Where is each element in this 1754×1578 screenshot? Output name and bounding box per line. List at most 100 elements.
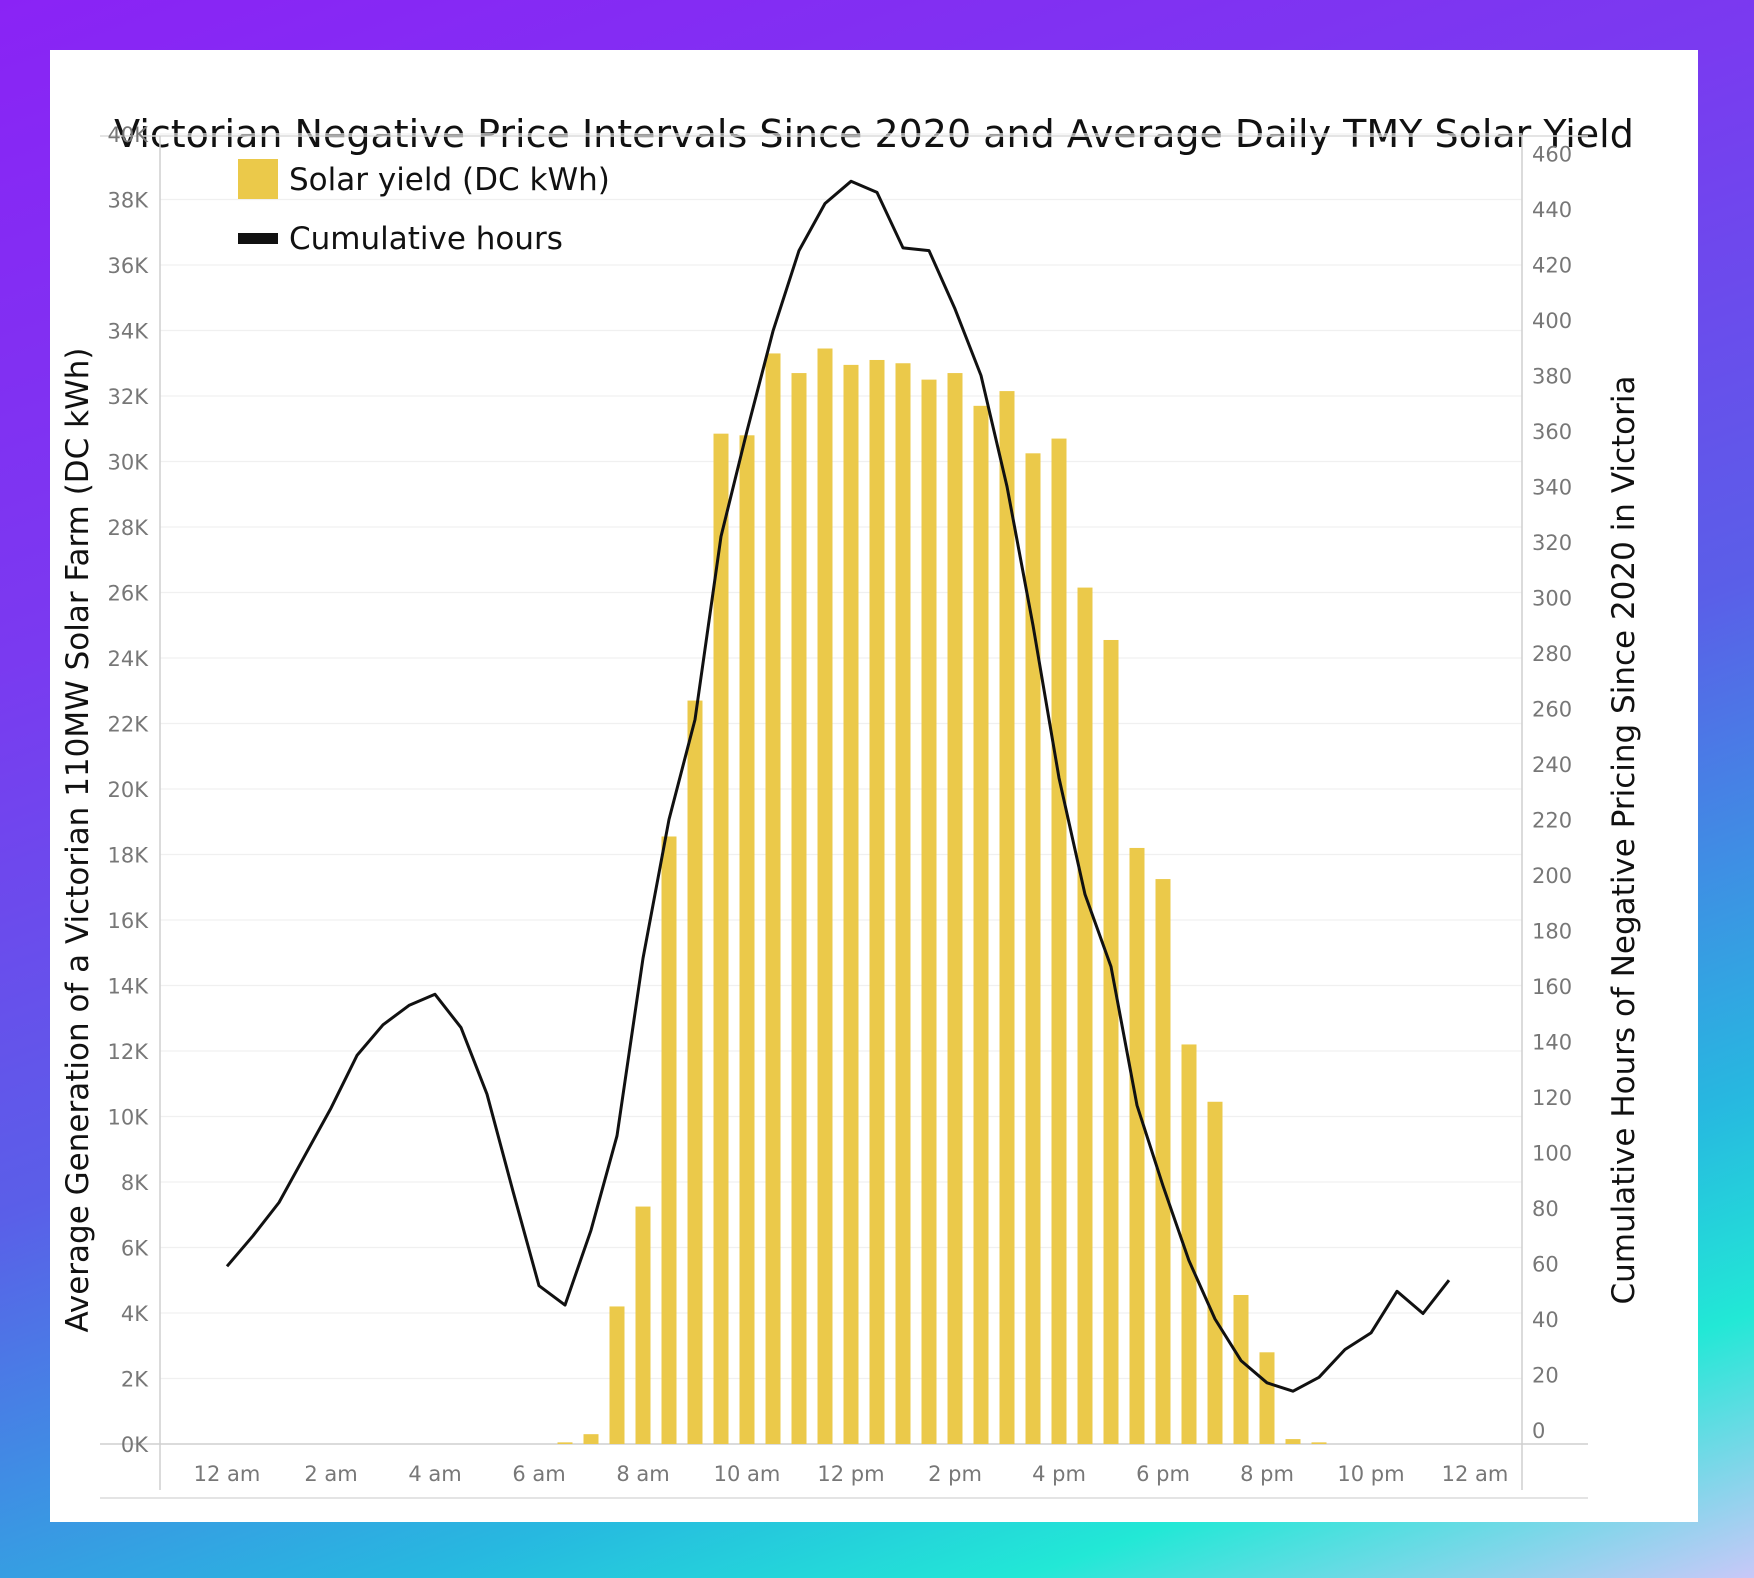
left-tick-label: 28K (108, 516, 150, 540)
left-tick-label: 10K (108, 1106, 150, 1130)
left-axis-ticks: 0K 2K 4K 6K 8K 10K 12K 14K 16K 18K 20K 22K 24K 26K 28K… (108, 123, 150, 1457)
left-tick-label: 32K (108, 385, 150, 409)
right-axis-label: Cumulative Hours of Negative Pricing Sin… (1606, 376, 1642, 1305)
left-tick-label: 12K (108, 1040, 150, 1064)
solar-bar (1207, 1101, 1223, 1444)
right-tick-label: 240 (1532, 753, 1572, 777)
right-tick-label: 100 (1532, 1142, 1572, 1166)
x-tick-label: 2 pm (928, 1462, 982, 1486)
solar-bar (947, 373, 963, 1445)
solar-bar (1129, 847, 1145, 1444)
right-axis-ticks: 0 20 40 60 80 100 120 140 160 180 200 220 240 260 280 3… (1532, 143, 1572, 1444)
solar-bar (739, 435, 755, 1444)
x-tick-label: 10 pm (1337, 1462, 1404, 1486)
right-tick-label: 460 (1532, 143, 1572, 167)
right-tick-label: 120 (1532, 1086, 1572, 1110)
x-tick-label: 8 pm (1240, 1462, 1294, 1486)
left-tick-label: 22K (108, 713, 150, 737)
right-tick-label: 200 (1532, 864, 1572, 888)
right-tick-label: 360 (1532, 420, 1572, 444)
solar-bar (869, 359, 885, 1445)
solar-bar (583, 1434, 599, 1444)
right-tick-label: 380 (1532, 365, 1572, 389)
right-tick-label: 160 (1532, 975, 1572, 999)
solar-bar (1103, 639, 1119, 1444)
left-tick-label: 40K (108, 123, 150, 147)
x-tick-label: 4 am (408, 1462, 461, 1486)
left-tick-label: 36K (108, 254, 150, 278)
solar-bar (1259, 1352, 1275, 1444)
solar-bar (999, 391, 1015, 1444)
solar-bar (1233, 1294, 1249, 1444)
right-tick-label: 400 (1532, 309, 1572, 333)
right-tick-label: 420 (1532, 254, 1572, 278)
right-tick-label: 20 (1532, 1364, 1559, 1388)
left-tick-label: 4K (121, 1302, 149, 1326)
right-tick-label: 140 (1532, 1031, 1572, 1055)
solar-bar (557, 1442, 573, 1444)
left-tick-label: 26K (108, 582, 150, 606)
right-tick-label: 280 (1532, 642, 1572, 666)
legend: Solar yield (DC kWh) Cumulative hours (238, 159, 610, 257)
left-tick-label: 16K (108, 909, 150, 933)
solar-bar (1181, 1044, 1197, 1444)
solar-bar (791, 373, 807, 1445)
x-axis-ticks: 12 am 2 am 4 am 6 am 8 am 10 am 12 pm 2 pm 4 pm 6… (194, 1462, 1509, 1486)
solar-bar (1311, 1442, 1327, 1444)
solar-bar (1285, 1439, 1301, 1444)
left-tick-label: 38K (108, 189, 150, 213)
legend-line-label: Cumulative hours (289, 221, 563, 257)
left-tick-label: 30K (108, 451, 150, 475)
right-tick-label: 80 (1532, 1197, 1559, 1221)
solar-bar (921, 379, 937, 1444)
solar-bar (817, 348, 833, 1445)
x-tick-label: 6 pm (1136, 1462, 1190, 1486)
x-tick-label: 2 am (304, 1462, 357, 1486)
right-tick-label: 180 (1532, 920, 1572, 944)
right-tick-label: 260 (1532, 698, 1572, 722)
x-tick-label: 6 am (512, 1462, 565, 1486)
x-tick-label: 12 am (194, 1462, 261, 1486)
solar-bar (1051, 438, 1067, 1444)
solar-bar (843, 364, 859, 1445)
solar-bar (635, 1206, 651, 1444)
x-tick-label: 10 am (714, 1462, 781, 1486)
left-tick-label: 8K (121, 1171, 149, 1195)
legend-line-swatch (238, 233, 278, 244)
left-tick-label: 18K (108, 844, 150, 868)
left-tick-label: 6K (121, 1237, 149, 1261)
solar-bar (973, 405, 989, 1445)
solar-bar (1155, 879, 1171, 1444)
left-axis-label: Average Generation of a Victorian 110MW … (60, 347, 96, 1332)
solar-bar (895, 363, 911, 1444)
legend-solar-swatch (238, 159, 278, 199)
x-tick-label: 12 am (1442, 1462, 1509, 1486)
solar-bar (661, 836, 677, 1444)
cumulative-hours-line (225, 179, 1451, 1393)
x-tick-label: 12 pm (817, 1462, 884, 1486)
solar-bar (765, 353, 781, 1444)
solar-bar (1077, 587, 1093, 1444)
gridlines (160, 133, 1522, 1380)
solar-bar (1025, 453, 1041, 1444)
solar-bars (557, 348, 1327, 1445)
legend-solar-label: Solar yield (DC kWh) (289, 162, 610, 198)
x-tick-label: 4 pm (1032, 1462, 1086, 1486)
right-tick-label: 0 (1532, 1419, 1545, 1443)
right-tick-label: 300 (1532, 587, 1572, 611)
right-tick-label: 40 (1532, 1308, 1559, 1332)
right-tick-label: 440 (1532, 198, 1572, 222)
left-tick-label: 20K (108, 778, 150, 802)
right-tick-label: 60 (1532, 1253, 1559, 1277)
left-tick-label: 0K (121, 1433, 149, 1457)
left-tick-label: 2K (121, 1368, 149, 1392)
solar-bar (687, 700, 703, 1444)
right-tick-label: 220 (1532, 809, 1572, 833)
solar-bar (713, 433, 729, 1445)
left-tick-label: 34K (108, 320, 150, 344)
left-tick-label: 24K (108, 647, 150, 671)
left-tick-label: 14K (108, 975, 150, 999)
solar-bar (609, 1306, 625, 1444)
right-tick-label: 340 (1532, 476, 1572, 500)
